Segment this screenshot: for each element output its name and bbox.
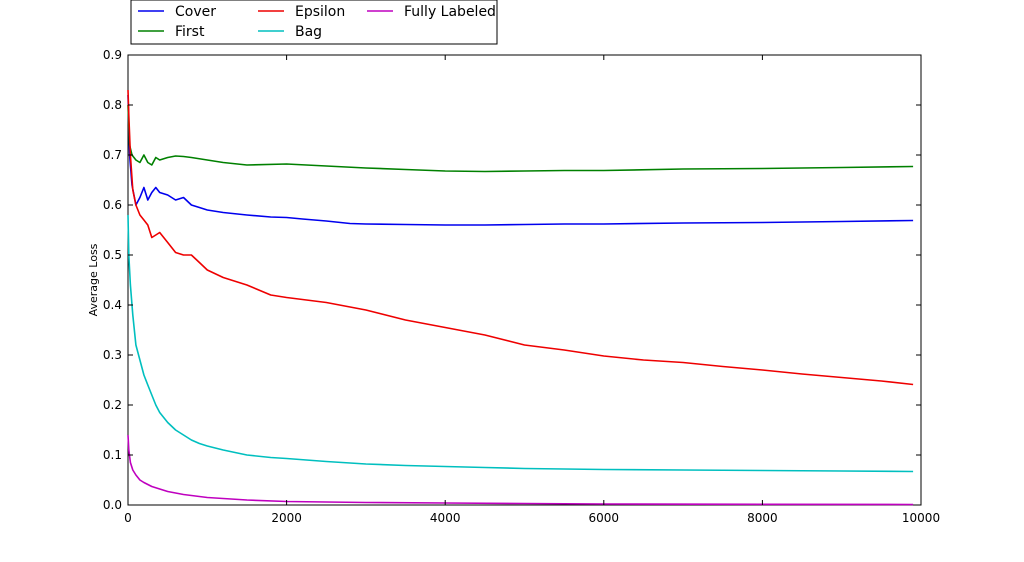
series-line-cover — [127, 94, 914, 226]
legend-label: Fully Labeled — [404, 4, 496, 20]
legend-item-first: First — [138, 24, 205, 40]
y-tick-label: 0.6 — [103, 198, 122, 212]
series-line-fully-labeled — [127, 434, 914, 506]
legend-label: Epsilon — [295, 4, 345, 20]
series-layer — [127, 89, 914, 506]
legend-label: First — [175, 24, 205, 40]
series-line-bag — [127, 214, 914, 473]
x-tick-label: 10000 — [902, 511, 940, 525]
y-tick-label: 0.0 — [103, 498, 122, 512]
legend-items: Cover First Epsilon Bag Fully Labeled — [138, 4, 496, 40]
legend-item-fully-labeled: Fully Labeled — [367, 4, 496, 20]
legend-item-bag: Bag — [258, 24, 322, 40]
y-ticks: 0.0 0.1 0.2 0.3 0.4 0.5 0.6 0.7 0.8 0.9 — [103, 48, 921, 512]
x-tick-label: 4000 — [430, 511, 461, 525]
legend-frame — [130, 0, 498, 45]
x-ticks: 0 2000 4000 6000 8000 10000 — [124, 55, 940, 525]
legend: Cover First Epsilon Bag Fully Labeled — [130, 0, 498, 45]
y-tick-label: 0.3 — [103, 348, 122, 362]
series-line-first — [127, 104, 914, 173]
y-tick-label: 0.8 — [103, 98, 122, 112]
y-tick-label: 0.1 — [103, 448, 122, 462]
axes-frame — [127, 54, 922, 506]
legend-label: Cover — [175, 4, 216, 20]
legend-item-epsilon: Epsilon — [258, 4, 345, 20]
y-tick-label: 0.9 — [103, 48, 122, 62]
y-tick-label: 0.2 — [103, 398, 122, 412]
legend-label: Bag — [295, 24, 322, 40]
y-tick-label: 0.5 — [103, 248, 122, 262]
x-tick-label: 8000 — [747, 511, 778, 525]
plot-area: 0 2000 4000 6000 8000 10000 0.00.10.20.30.40.… — [103, 48, 940, 525]
series-line-epsilon — [127, 89, 914, 386]
y-axis-label: Average Loss — [87, 243, 100, 316]
y-tick-label: 0.7 — [103, 148, 122, 162]
x-tick-label: 2000 — [271, 511, 302, 525]
y-tick-label: 0.4 — [103, 298, 122, 312]
x-tick-label: 6000 — [589, 511, 620, 525]
x-tick-label: 0 — [124, 511, 132, 525]
legend-item-cover: Cover — [138, 4, 216, 20]
